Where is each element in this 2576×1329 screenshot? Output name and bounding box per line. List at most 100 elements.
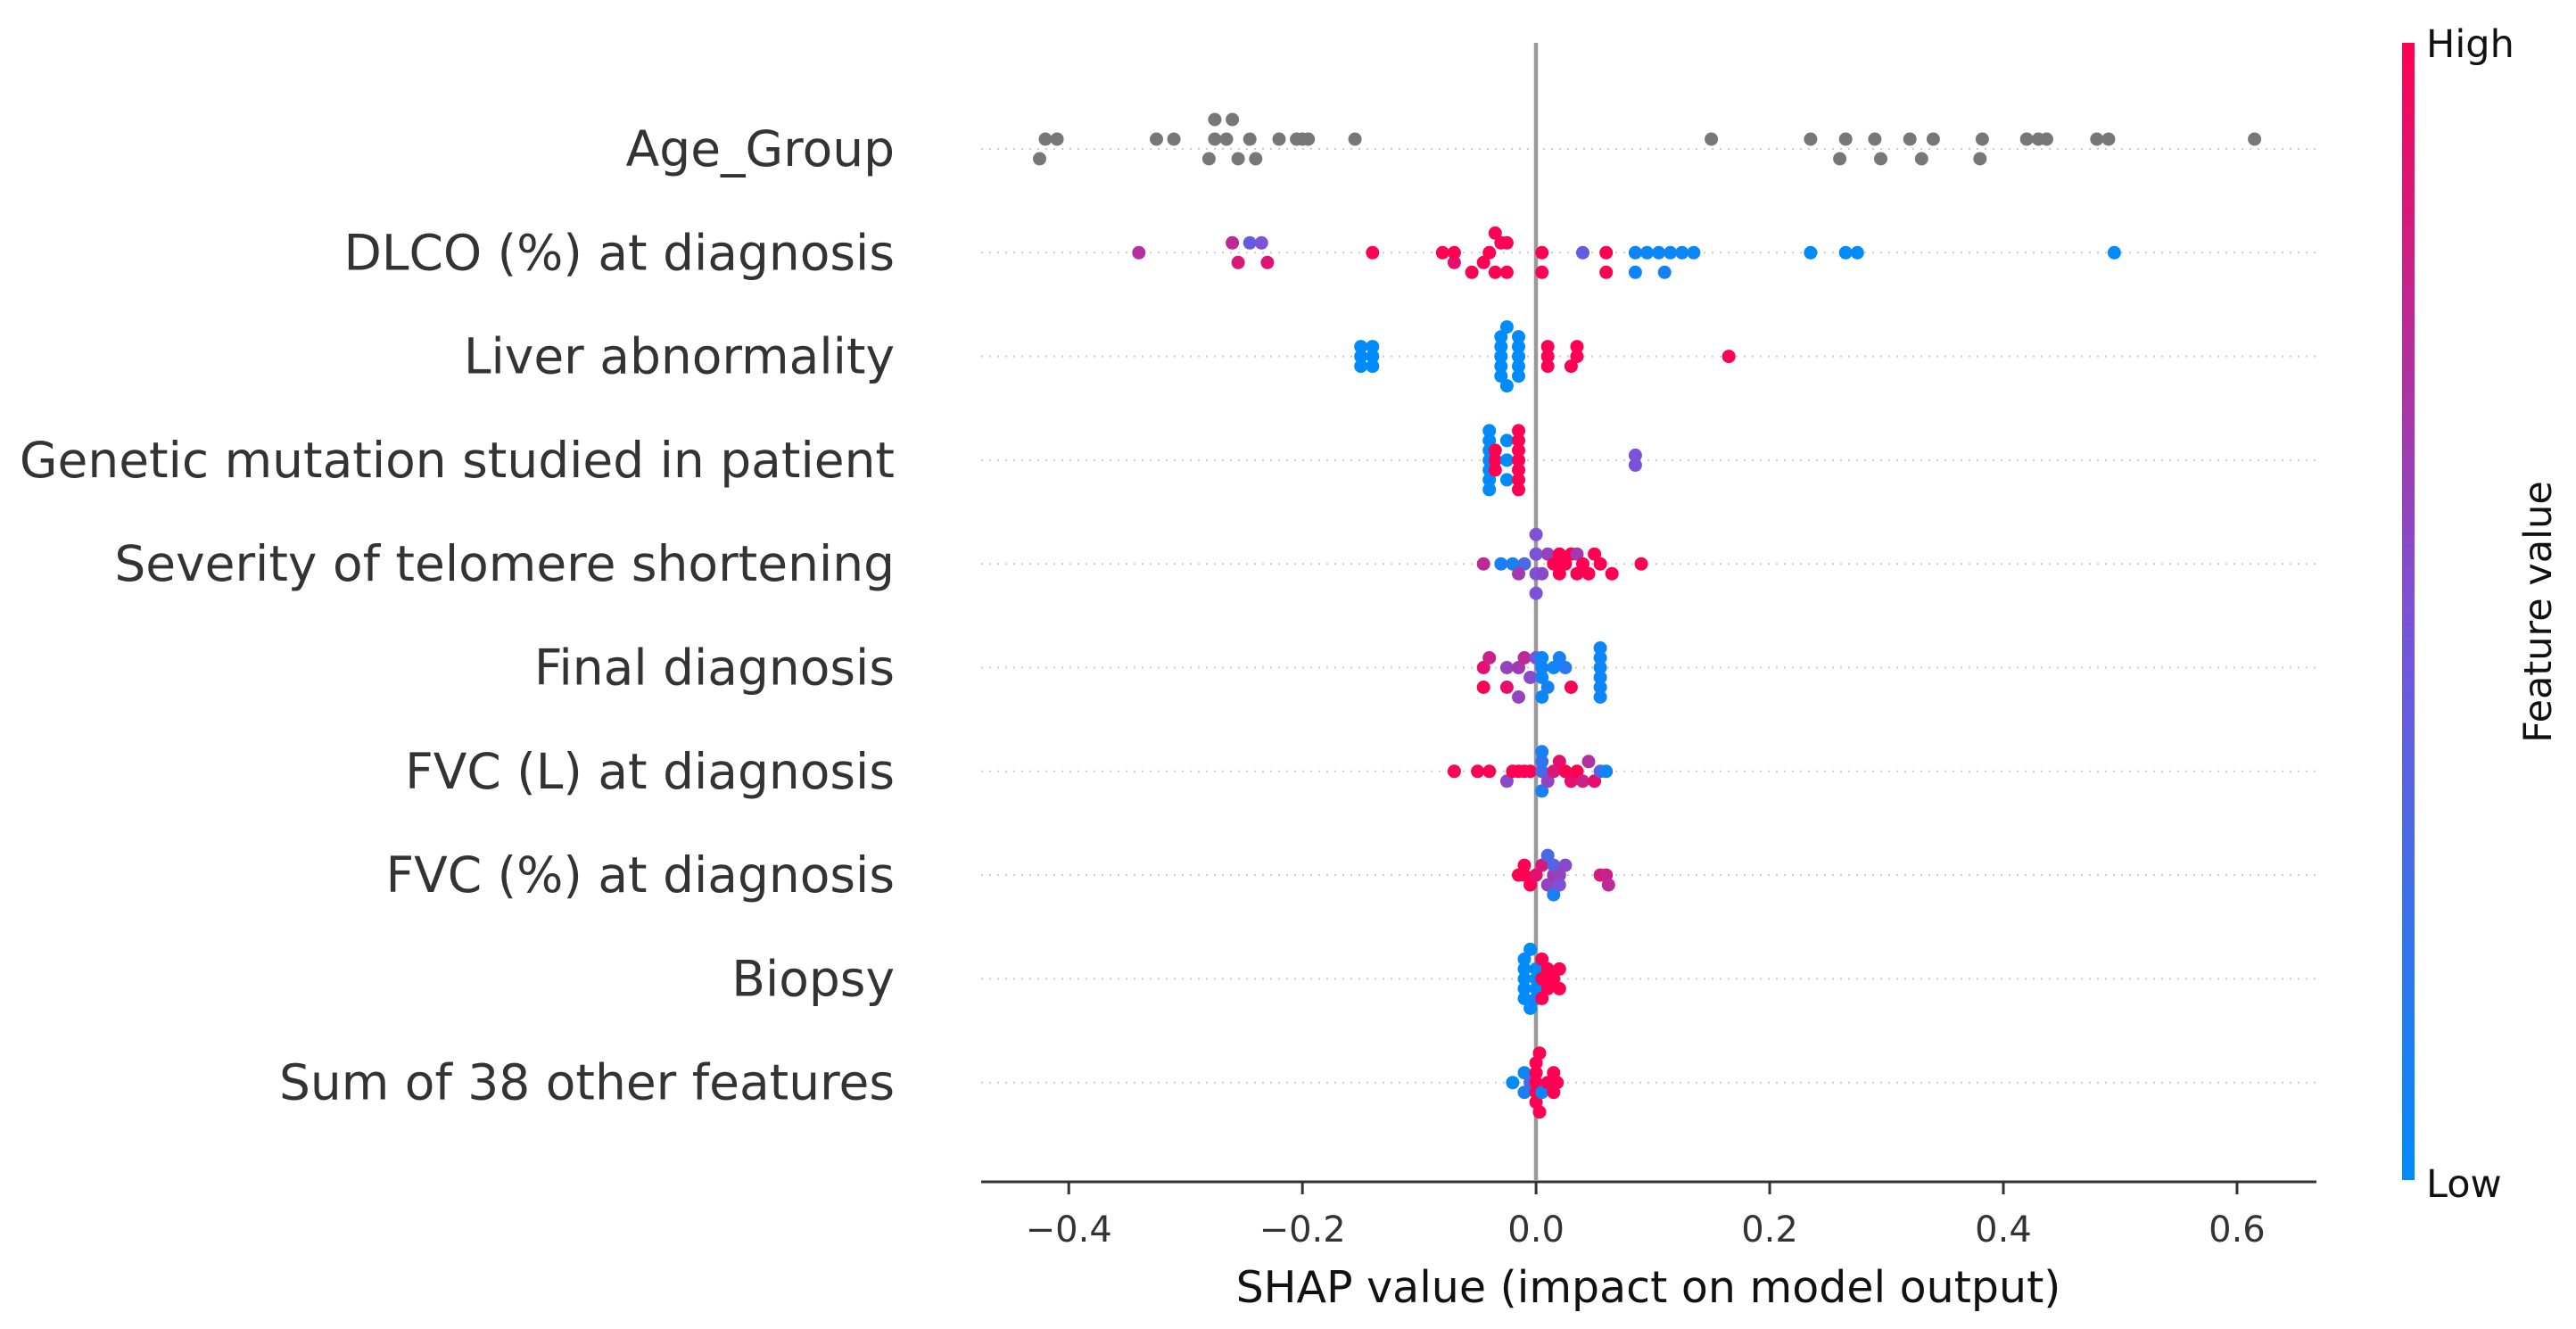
shap-point	[1038, 132, 1053, 146]
shap-point	[1050, 132, 1064, 146]
shap-point	[1552, 755, 1566, 769]
shap-point	[1576, 245, 1589, 260]
shap-point	[1599, 764, 1614, 779]
feature-label: FVC (L) at diagnosis	[405, 743, 895, 800]
shap-point	[2040, 132, 2053, 146]
shap-point	[1547, 887, 1561, 902]
shap-point	[1447, 764, 1461, 779]
shap-point	[1482, 473, 1497, 487]
shap-point	[1535, 755, 1549, 769]
shap-point	[1512, 483, 1525, 497]
shap-point	[1593, 641, 1607, 655]
shap-point	[1576, 774, 1589, 788]
shap-point	[1512, 443, 1525, 458]
shap-point	[1547, 764, 1561, 779]
shap-point	[1512, 463, 1525, 477]
shap-point	[1167, 132, 1181, 146]
shap-point	[1512, 566, 1525, 581]
shap-point	[1535, 671, 1549, 684]
shap-point	[1506, 557, 1520, 571]
shap-point	[2248, 132, 2262, 146]
shap-point	[1552, 981, 1566, 995]
shap-point	[1850, 245, 1864, 260]
x-tick-label: 0.0	[1507, 1209, 1565, 1251]
shap-point	[1535, 952, 1549, 966]
shap-point	[1523, 878, 1538, 892]
shap-point	[1588, 774, 1602, 788]
shap-point	[1488, 226, 1502, 240]
shap-point	[1499, 235, 1514, 250]
shap-point	[1354, 340, 1368, 354]
shap-point	[1366, 359, 1380, 374]
shap-point	[1482, 764, 1497, 779]
shap-point	[1564, 359, 1578, 374]
shap-point	[1512, 359, 1525, 374]
feature-rows: Age_Group DLCO (%) at diagnosis Liver abno…	[20, 120, 2316, 1111]
shap-point	[1903, 132, 1917, 146]
shap-point	[1540, 350, 1555, 364]
shap-point	[1447, 245, 1461, 260]
shap-point	[1201, 152, 1216, 166]
shap-point	[1499, 265, 1514, 279]
shap-point	[1804, 245, 1818, 260]
shap-point	[2019, 132, 2034, 146]
shap-point	[1517, 557, 1532, 571]
shap-point	[1226, 235, 1240, 250]
shap-point	[1471, 764, 1485, 779]
shap-point	[1532, 1105, 1547, 1119]
shap-point	[1593, 557, 1607, 571]
shap-point	[1535, 764, 1549, 779]
shap-point	[2107, 245, 2121, 260]
shap-point	[1512, 424, 1525, 438]
shap-point	[1540, 774, 1555, 788]
shap-point	[1535, 745, 1549, 759]
shap-point	[1564, 774, 1578, 788]
shap-point	[1593, 651, 1607, 664]
shap-point	[1517, 991, 1532, 1005]
shap-point	[1488, 443, 1502, 458]
shap-point	[1558, 858, 1573, 872]
shap-point	[1570, 566, 1584, 581]
feature-label: DLCO (%) at diagnosis	[344, 224, 896, 281]
feature-label: Age_Group	[626, 120, 895, 177]
shap-point	[1476, 557, 1490, 571]
shap-point	[1366, 340, 1380, 354]
shap-point	[1366, 350, 1380, 364]
shap-point	[1512, 340, 1525, 354]
x-tick-label: 0.2	[1741, 1209, 1798, 1251]
shap-point	[1926, 132, 1940, 146]
shap-point	[1354, 350, 1368, 364]
x-tick-label: −0.2	[1259, 1209, 1346, 1251]
shap-point	[1494, 557, 1508, 571]
shap-point	[1628, 245, 1642, 260]
shap-point	[1973, 152, 1987, 166]
shap-point	[1523, 671, 1538, 684]
shap-point	[2090, 132, 2104, 146]
shap-point	[1494, 359, 1508, 374]
shap-point	[1476, 661, 1490, 674]
shap-point	[1664, 245, 1678, 260]
shap-point	[1593, 671, 1607, 684]
shap-point	[1499, 661, 1514, 674]
shap-point	[1552, 566, 1566, 581]
shap-points	[1033, 112, 2262, 1119]
shap-point	[1868, 132, 1882, 146]
shap-point	[1552, 878, 1566, 892]
shap-point	[1243, 235, 1257, 250]
feature-label: Biopsy	[731, 950, 895, 1007]
shap-point	[1605, 566, 1619, 581]
shap-point	[1512, 369, 1525, 384]
shap-point	[1535, 651, 1549, 664]
shap-point	[1540, 359, 1555, 374]
shap-point	[1593, 661, 1607, 674]
shap-point	[1570, 350, 1584, 364]
shap-point	[1517, 1085, 1532, 1100]
shap-point	[1833, 152, 1847, 166]
shap-point	[1243, 132, 1257, 146]
shap-point	[1581, 755, 1596, 769]
shap-point	[1488, 265, 1502, 279]
shap-point	[1272, 132, 1286, 146]
shap-point	[1540, 1076, 1555, 1090]
shap-point	[1535, 858, 1549, 872]
shap-point	[1540, 681, 1555, 694]
